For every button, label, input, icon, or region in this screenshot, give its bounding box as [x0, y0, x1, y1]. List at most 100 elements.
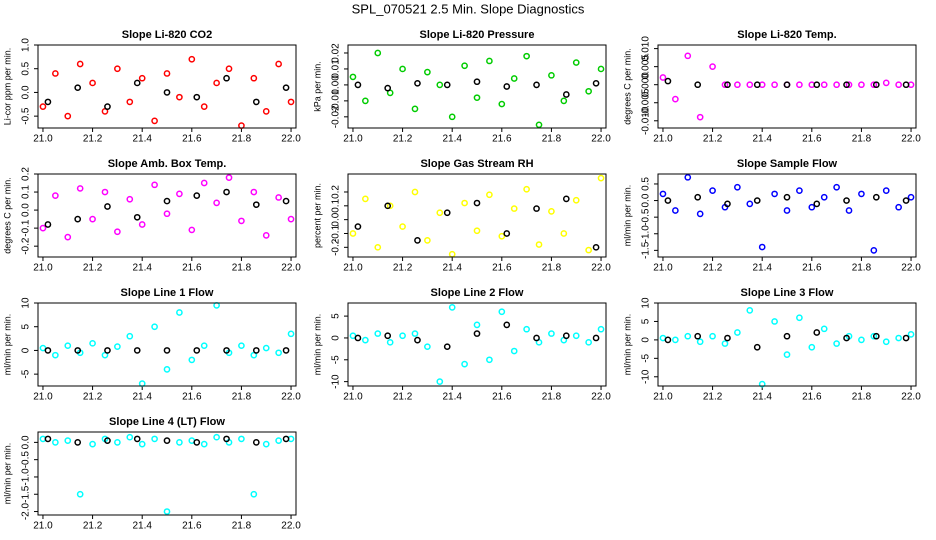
point — [882, 187, 890, 194]
point — [44, 435, 52, 443]
plot-frame — [657, 44, 917, 129]
point — [200, 440, 208, 448]
point — [282, 347, 290, 354]
point — [721, 340, 729, 347]
plot-frame — [37, 173, 297, 258]
point — [833, 183, 840, 191]
x-tick-label: 21.2 — [83, 263, 103, 274]
panel-title: Slope Li-820 Pressure — [420, 29, 535, 41]
point — [39, 224, 47, 232]
point — [424, 68, 431, 76]
point — [448, 304, 456, 311]
point — [163, 70, 171, 77]
x-tick-label: 21.6 — [182, 263, 202, 274]
x-tick-label: 22.0 — [281, 263, 301, 274]
point — [414, 237, 421, 244]
point — [533, 334, 540, 342]
point — [771, 190, 778, 198]
point — [461, 360, 468, 368]
point — [510, 75, 518, 82]
y-tick-label: -10 — [641, 369, 652, 384]
point — [664, 77, 672, 85]
x-tick-label: 21.8 — [232, 134, 252, 145]
point — [64, 112, 72, 120]
point — [114, 228, 121, 236]
x-tick-label: 21.0 — [343, 134, 363, 145]
y-tick-label: -0.2 — [331, 238, 342, 256]
point — [443, 209, 451, 217]
plot-frame — [37, 302, 297, 387]
point — [193, 93, 201, 101]
y-tick-label: 0.5 — [21, 61, 32, 75]
x-tick-label: 21.6 — [182, 134, 202, 145]
point — [808, 343, 816, 351]
y-tick-label: 0.000 — [641, 72, 652, 97]
point — [709, 187, 716, 194]
x-tick-label: 21.0 — [653, 392, 673, 403]
point — [486, 57, 493, 65]
panel-title: Slope Line 4 (LT) Flow — [109, 416, 225, 428]
x-tick-label: 21.8 — [852, 134, 872, 145]
point — [443, 81, 451, 89]
point — [858, 81, 865, 89]
point — [188, 226, 196, 234]
x-tick-label: 21.6 — [802, 392, 822, 403]
point — [813, 81, 821, 89]
x-tick-label: 21.0 — [653, 263, 673, 274]
x-tick-label: 21.2 — [393, 263, 413, 274]
point — [39, 103, 47, 111]
point — [238, 435, 245, 443]
x-tick-label: 21.0 — [343, 263, 363, 274]
x-tick-label: 21.0 — [33, 263, 53, 274]
point — [225, 174, 233, 181]
x-tick-label: 21.8 — [542, 392, 562, 403]
y-axis-label: ml/min per min. — [622, 185, 632, 247]
point — [74, 84, 82, 92]
point — [746, 200, 754, 208]
y-tick-label: 0.2 — [331, 185, 342, 199]
point — [870, 332, 878, 340]
point — [473, 94, 481, 102]
point — [52, 351, 59, 359]
point — [659, 74, 667, 81]
point — [724, 81, 731, 89]
y-axis-label: degrees C per min. — [622, 48, 632, 125]
point — [694, 81, 702, 89]
x-tick-label: 21.8 — [542, 263, 562, 274]
y-tick-label: -10 — [331, 374, 342, 389]
panel-title: Slope Line 2 Flow — [431, 287, 524, 299]
point — [585, 246, 592, 254]
point — [104, 203, 111, 210]
point — [384, 84, 392, 92]
y-tick-label: -0.01 — [331, 89, 342, 112]
y-tick-label: 0.0 — [641, 193, 652, 207]
point — [399, 65, 406, 73]
y-axis-label: kPa per min. — [312, 61, 322, 112]
point — [200, 342, 208, 350]
point — [114, 65, 121, 73]
point — [386, 338, 394, 346]
y-axis-label: percent per min. — [312, 183, 322, 248]
point — [664, 336, 672, 344]
point — [758, 243, 766, 251]
point — [503, 321, 511, 329]
point — [250, 490, 258, 498]
y-tick-label: 0 — [21, 347, 32, 353]
point — [753, 81, 761, 89]
y-tick-label: 0.02 — [331, 43, 342, 63]
x-tick-label: 21.2 — [393, 392, 413, 403]
x-tick-label: 21.8 — [232, 521, 252, 532]
point — [163, 210, 171, 218]
y-tick-label: 0.2 — [21, 167, 32, 181]
point — [176, 309, 183, 316]
point — [796, 187, 803, 194]
point — [414, 336, 421, 344]
x-tick-label: 21.4 — [752, 263, 772, 274]
point — [796, 314, 803, 322]
point — [424, 343, 431, 351]
x-tick-label: 22.0 — [901, 392, 921, 403]
point — [498, 232, 506, 240]
point — [659, 190, 667, 198]
point — [52, 439, 59, 446]
y-tick-label: -0.2 — [21, 237, 32, 255]
